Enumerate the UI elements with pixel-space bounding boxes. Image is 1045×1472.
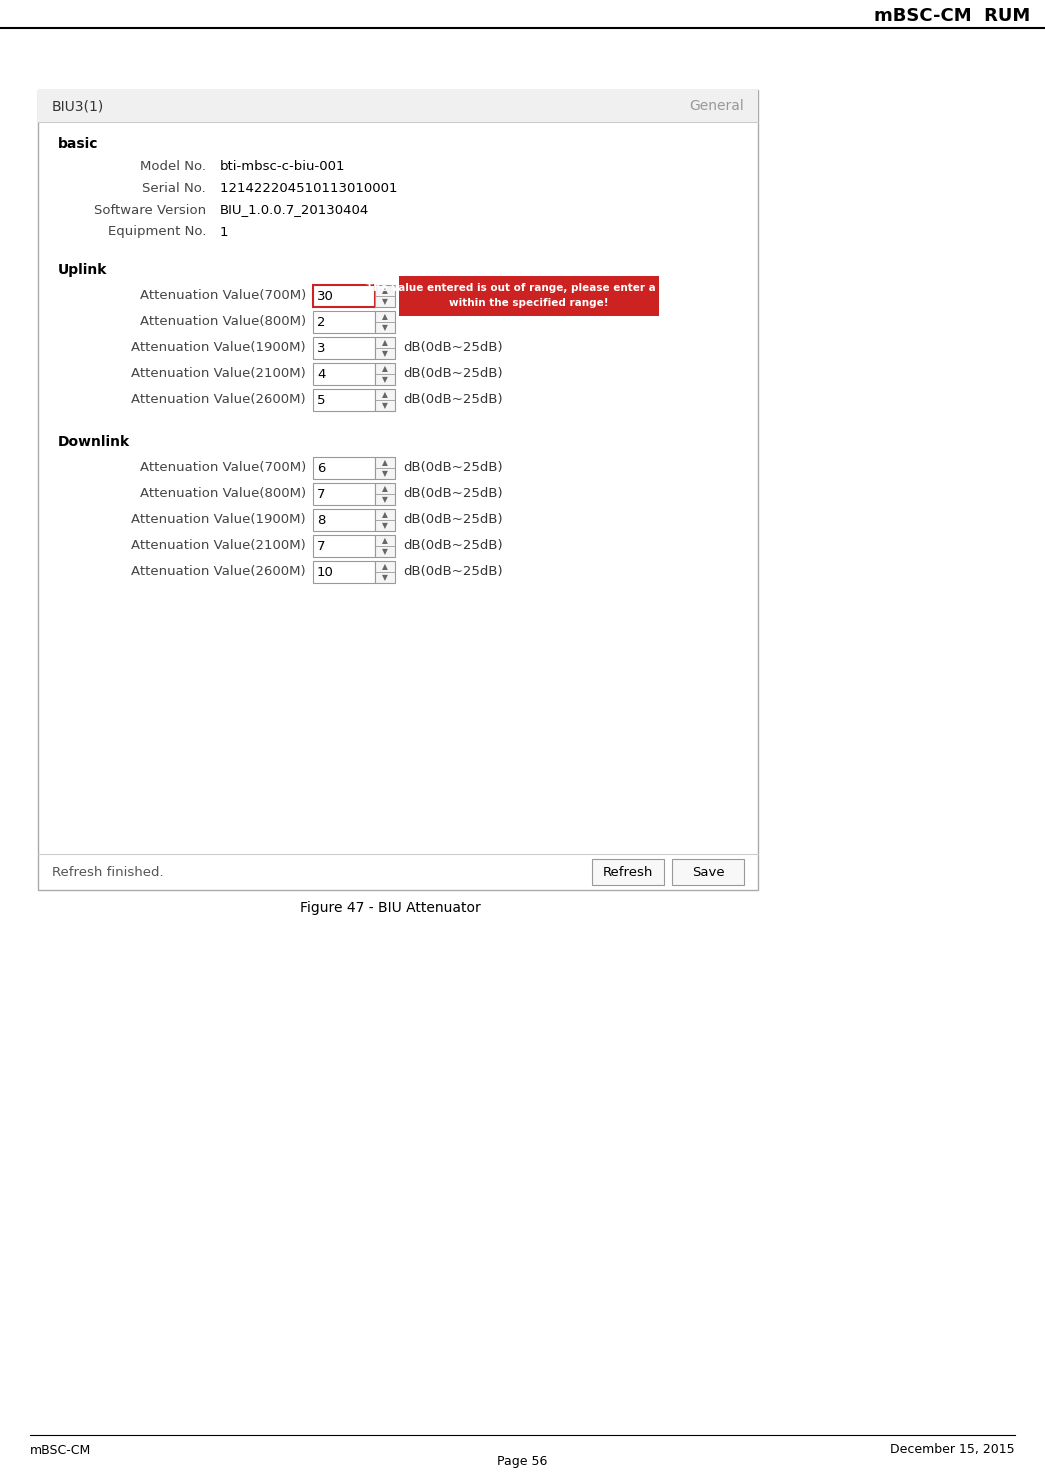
Bar bbox=[375, 456, 395, 478]
Text: dB(0dB~25dB): dB(0dB~25dB) bbox=[403, 393, 503, 406]
Text: ▲: ▲ bbox=[382, 536, 388, 545]
Text: ▲: ▲ bbox=[382, 286, 388, 294]
Text: Attenuation Value(800M): Attenuation Value(800M) bbox=[140, 315, 306, 328]
Text: ▼: ▼ bbox=[382, 495, 388, 503]
Text: Uplink: Uplink bbox=[59, 263, 108, 277]
Text: mBSC-CM: mBSC-CM bbox=[30, 1444, 91, 1456]
Bar bbox=[38, 90, 758, 122]
Bar bbox=[314, 337, 375, 359]
Text: 8: 8 bbox=[317, 514, 325, 527]
Text: ▲: ▲ bbox=[382, 339, 388, 347]
Text: Attenuation Value(2100M): Attenuation Value(2100M) bbox=[132, 540, 306, 552]
Text: BIU3(1): BIU3(1) bbox=[52, 99, 104, 113]
Bar bbox=[314, 561, 375, 583]
Bar bbox=[314, 311, 375, 333]
Text: Attenuation Value(800M): Attenuation Value(800M) bbox=[140, 487, 306, 500]
Bar bbox=[375, 337, 395, 359]
Text: bti-mbsc-c-biu-001: bti-mbsc-c-biu-001 bbox=[220, 159, 346, 172]
Bar bbox=[314, 364, 375, 386]
Bar bbox=[593, 860, 664, 885]
Text: Attenuation Value(2100M): Attenuation Value(2100M) bbox=[132, 368, 306, 380]
Bar bbox=[375, 534, 395, 556]
Text: dB(0dB~25dB): dB(0dB~25dB) bbox=[403, 565, 503, 578]
Text: ▲: ▲ bbox=[382, 364, 388, 372]
Bar bbox=[375, 364, 395, 386]
Bar bbox=[399, 277, 659, 316]
Bar bbox=[314, 286, 375, 308]
Text: Model No.: Model No. bbox=[140, 159, 206, 172]
Text: Attenuation Value(2600M): Attenuation Value(2600M) bbox=[132, 565, 306, 578]
Text: Figure 47 - BIU Attenuator: Figure 47 - BIU Attenuator bbox=[300, 901, 481, 916]
Text: dB(0dB~25dB): dB(0dB~25dB) bbox=[403, 540, 503, 552]
Text: Attenuation Value(700M): Attenuation Value(700M) bbox=[140, 462, 306, 474]
Text: ▼: ▼ bbox=[382, 470, 388, 478]
Text: BIU_1.0.0.7_20130404: BIU_1.0.0.7_20130404 bbox=[220, 203, 369, 216]
Text: ▲: ▲ bbox=[382, 458, 388, 467]
Text: ▲: ▲ bbox=[382, 509, 388, 520]
Bar bbox=[375, 483, 395, 505]
Text: ▼: ▼ bbox=[382, 573, 388, 581]
Bar bbox=[314, 456, 375, 478]
Bar bbox=[672, 860, 744, 885]
Bar bbox=[375, 286, 395, 308]
Text: 4: 4 bbox=[317, 368, 325, 380]
Text: ▼: ▼ bbox=[382, 521, 388, 530]
Text: General: General bbox=[690, 99, 744, 113]
Text: 5: 5 bbox=[317, 393, 325, 406]
Text: Serial No.: Serial No. bbox=[142, 181, 206, 194]
Text: 3: 3 bbox=[317, 342, 325, 355]
Bar bbox=[314, 534, 375, 556]
Bar bbox=[375, 561, 395, 583]
Bar bbox=[314, 509, 375, 531]
Text: ▲: ▲ bbox=[382, 484, 388, 493]
Text: dB(0dB~25dB): dB(0dB~25dB) bbox=[403, 514, 503, 527]
Bar bbox=[38, 90, 758, 891]
Bar bbox=[375, 509, 395, 531]
Text: 7: 7 bbox=[317, 487, 325, 500]
Text: 2: 2 bbox=[317, 315, 325, 328]
Text: 12142220451011301​0001: 12142220451011301​0001 bbox=[220, 181, 397, 194]
Text: ▼: ▼ bbox=[382, 297, 388, 306]
Text: Attenuation Value(1900M): Attenuation Value(1900M) bbox=[132, 514, 306, 527]
Bar bbox=[314, 389, 375, 411]
Text: Save: Save bbox=[692, 866, 724, 879]
Text: Page 56: Page 56 bbox=[496, 1456, 548, 1469]
Text: Attenuation Value(700M): Attenuation Value(700M) bbox=[140, 290, 306, 303]
Text: dB(0dB~25dB): dB(0dB~25dB) bbox=[403, 342, 503, 355]
Text: ▲: ▲ bbox=[382, 312, 388, 321]
Text: basic: basic bbox=[59, 137, 98, 152]
Text: Refresh: Refresh bbox=[603, 866, 653, 879]
Text: dB(0dB~25dB): dB(0dB~25dB) bbox=[403, 487, 503, 500]
Text: Software Version: Software Version bbox=[94, 203, 206, 216]
Text: dB(0dB~25dB): dB(0dB~25dB) bbox=[403, 462, 503, 474]
Text: December 15, 2015: December 15, 2015 bbox=[890, 1444, 1015, 1456]
Text: ▼: ▼ bbox=[382, 548, 388, 556]
Bar bbox=[314, 483, 375, 505]
Text: Equipment No.: Equipment No. bbox=[108, 225, 206, 238]
Bar bbox=[375, 311, 395, 333]
Bar bbox=[375, 389, 395, 411]
Text: 6: 6 bbox=[317, 462, 325, 474]
Text: Attenuation Value(1900M): Attenuation Value(1900M) bbox=[132, 342, 306, 355]
Text: 10: 10 bbox=[317, 565, 333, 578]
Text: Downlink: Downlink bbox=[59, 436, 131, 449]
Text: The value entered is out of range, please enter a value: The value entered is out of range, pleas… bbox=[367, 283, 692, 293]
Text: 7: 7 bbox=[317, 540, 325, 552]
Text: ▼: ▼ bbox=[382, 349, 388, 358]
Text: ▲: ▲ bbox=[382, 390, 388, 399]
Text: ▼: ▼ bbox=[382, 375, 388, 384]
Text: within the specified range!: within the specified range! bbox=[449, 297, 609, 308]
Text: dB(0dB~25dB): dB(0dB~25dB) bbox=[403, 368, 503, 380]
Text: ▼: ▼ bbox=[382, 322, 388, 333]
Polygon shape bbox=[399, 289, 411, 305]
Text: Refresh finished.: Refresh finished. bbox=[52, 866, 164, 879]
Text: ▲: ▲ bbox=[382, 562, 388, 571]
Text: mBSC-CM  RUM: mBSC-CM RUM bbox=[874, 7, 1030, 25]
Text: ▼: ▼ bbox=[382, 400, 388, 411]
Text: 1: 1 bbox=[220, 225, 229, 238]
Text: 30: 30 bbox=[317, 290, 333, 303]
Text: Attenuation Value(2600M): Attenuation Value(2600M) bbox=[132, 393, 306, 406]
